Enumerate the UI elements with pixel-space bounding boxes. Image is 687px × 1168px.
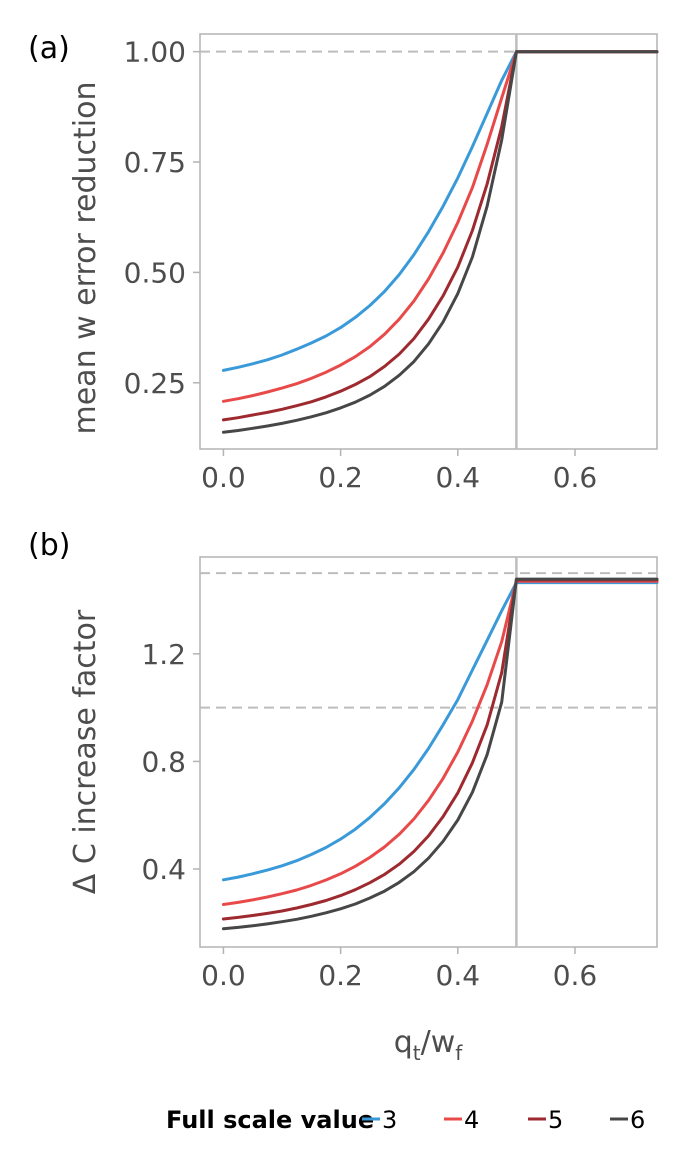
panel-b-series-line-5	[221, 578, 659, 921]
panel-a-series-line-4	[221, 50, 659, 403]
panel-a-x-tick-label-2: 0.4	[436, 461, 481, 494]
panel-b-x-tick-label-1: 0.2	[318, 959, 363, 992]
panel-a-series-line-5	[221, 50, 659, 422]
panel-b: (b) Δ C increase factor 0.0 0.2 0.4 0.60.40…	[28, 528, 659, 1065]
legend-label-6: 6	[630, 1106, 645, 1134]
legend-label-3: 3	[382, 1106, 397, 1134]
panel-b-y-tick-label-1: 0.8	[141, 745, 186, 778]
legend-title: Full scale value	[166, 1106, 374, 1134]
panel-b-label: (b)	[28, 528, 70, 563]
panel-b-x-axis-title: qt/wf	[394, 1025, 464, 1065]
panel-a-label: (a)	[28, 31, 70, 66]
panel-b-x-tick-label-2: 0.4	[436, 959, 481, 992]
panel-b-y-tick-label-0: 0.4	[141, 853, 186, 886]
panel-b-series-line-4	[221, 579, 659, 906]
panel-a-plot-area: 0.0 0.2 0.4 0.6 0.25 0.50 0.75 1.00	[124, 33, 659, 494]
panel-a-y-tick-label-0: 0.25	[124, 367, 186, 400]
legend-entries: 3 4 5 6	[362, 1106, 645, 1134]
legend-label-5: 5	[548, 1106, 563, 1134]
panel-a-y-tick-label-3: 1.00	[124, 36, 186, 69]
panel-a: (a) mean w error reduction 0.0 0.2 0.4 0.60…	[28, 31, 659, 494]
panel-b-x-tick-label-3: 0.6	[553, 959, 598, 992]
panel-a-y-axis-title: mean w error reduction	[68, 82, 103, 435]
panel-a-panel-border	[199, 33, 658, 450]
legend-label-4: 4	[464, 1106, 479, 1134]
panel-a-y-tick-label-2: 0.75	[124, 146, 186, 179]
panel-a-y-tick-label-1: 0.50	[124, 256, 186, 289]
panel-b-series-line-6	[221, 577, 659, 931]
panel-a-series-line-6	[221, 50, 659, 434]
panel-b-y-axis-title: Δ C increase factor	[68, 609, 103, 894]
panel-b-x-tick-label-0: 0.0	[201, 959, 246, 992]
panel-b-y-tick-label-2: 1.2	[141, 638, 186, 671]
panel-b-series-line-3	[221, 581, 659, 882]
legend: Full scale value 3 4 5 6	[166, 1106, 645, 1134]
panel-a-series-line-3	[221, 50, 659, 372]
panel-a-x-tick-label-1: 0.2	[318, 461, 363, 494]
panel-a-x-tick-label-3: 0.6	[553, 461, 598, 494]
panel-b-panel-border	[199, 556, 658, 948]
panel-a-x-tick-label-0: 0.0	[201, 461, 246, 494]
panel-b-plot-area: 0.0 0.2 0.4 0.6 0.4 0.8 1.2	[141, 556, 659, 992]
